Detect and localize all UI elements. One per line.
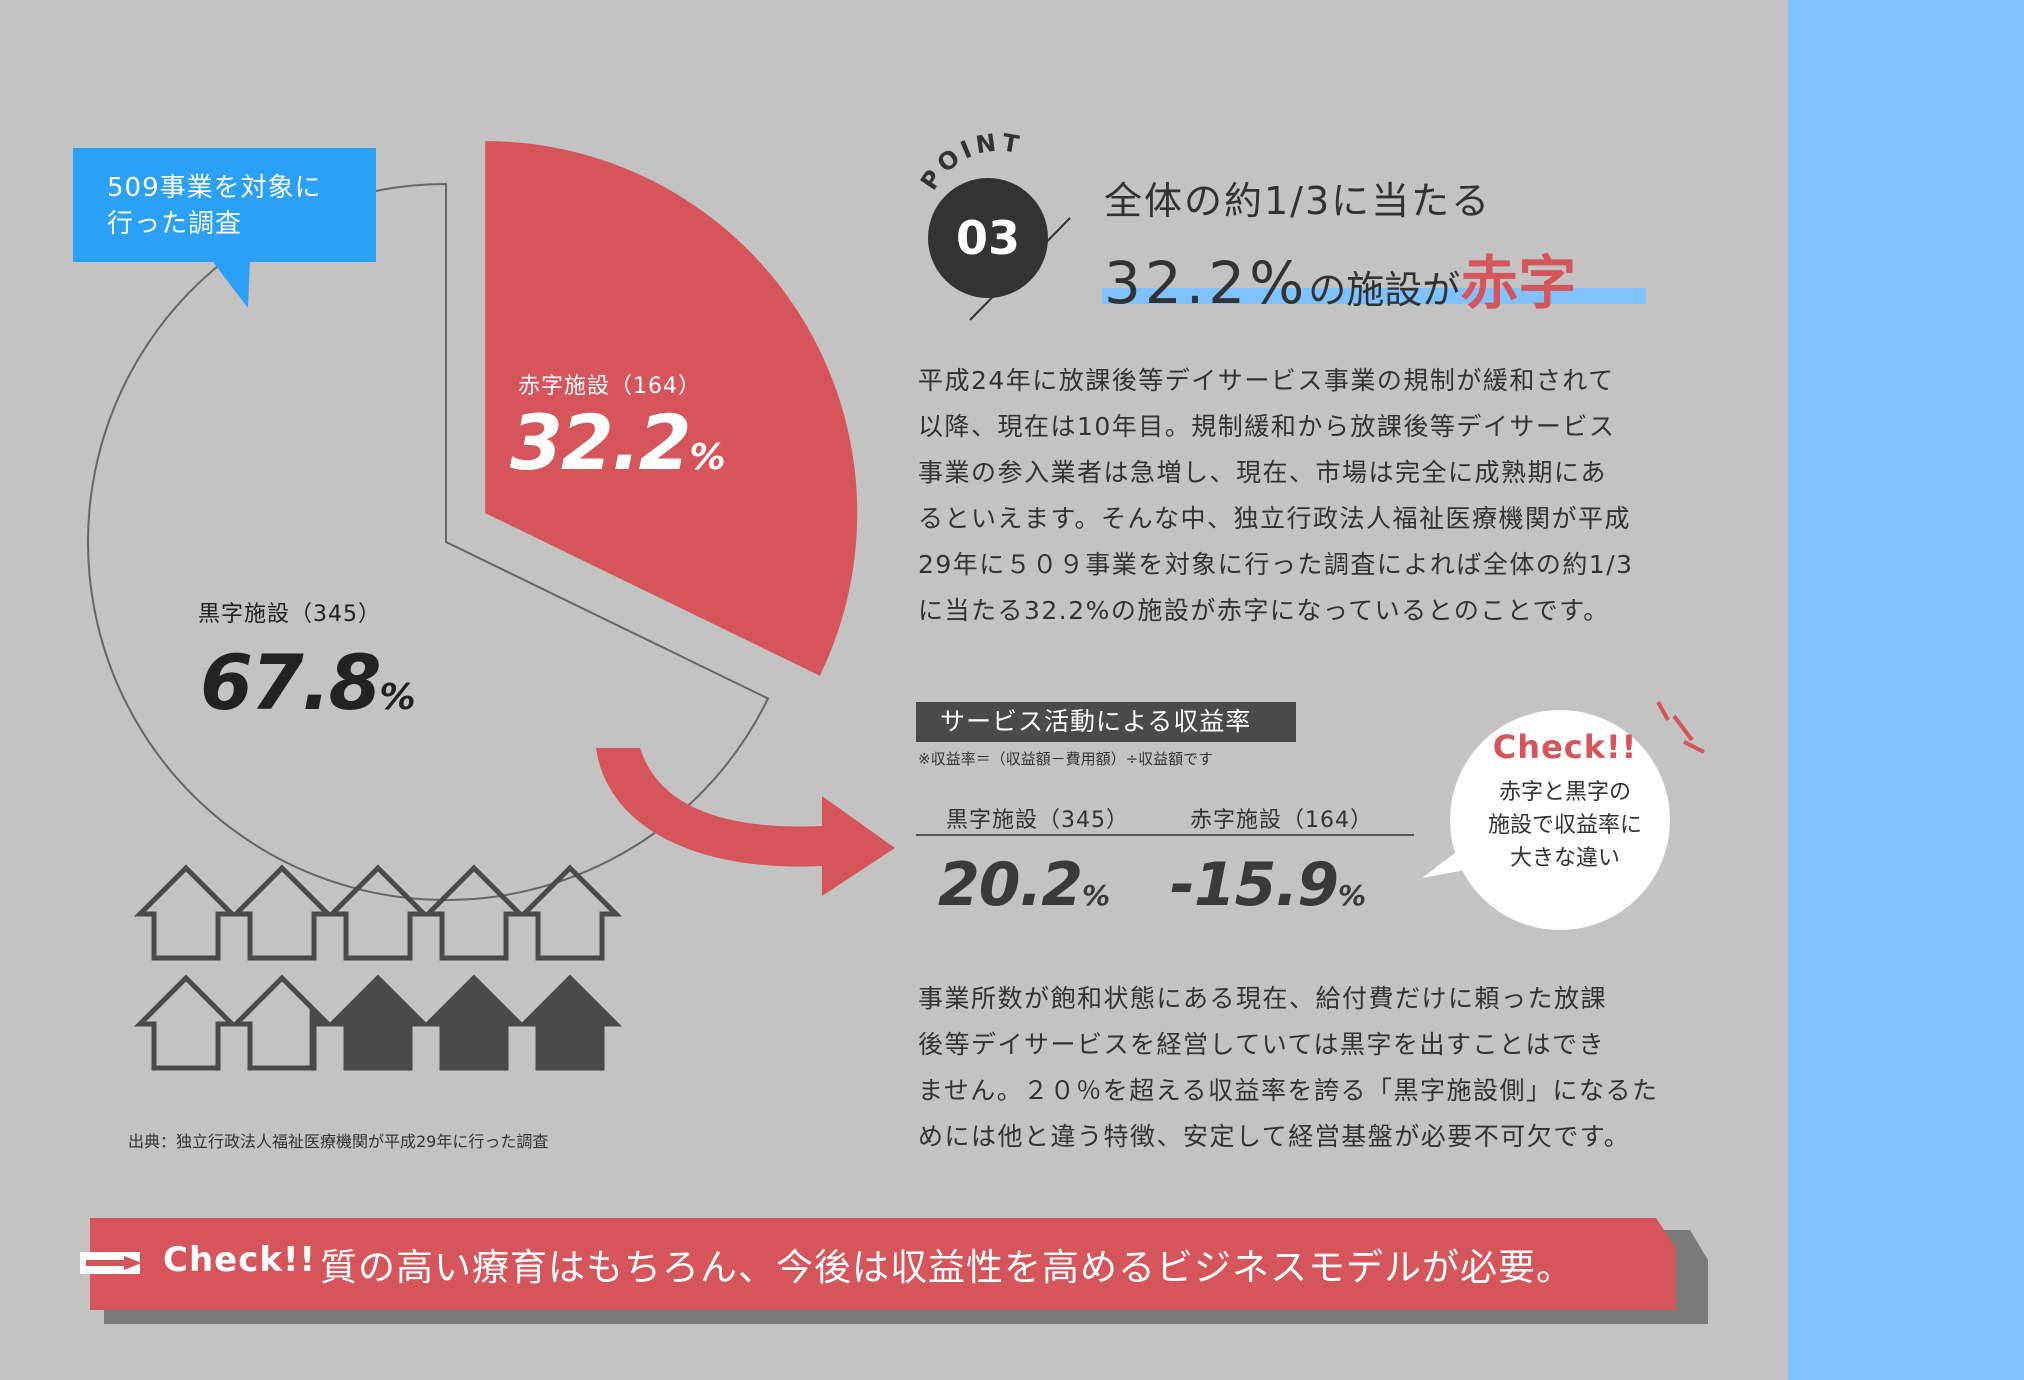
house-pictograph — [133, 864, 623, 1071]
check-line: 赤字と黒字の — [1498, 780, 1631, 805]
banner-check-label: Check!! — [163, 1240, 316, 1280]
para-line: るといえます。そんな中、独立行政法人福祉医療機関が平成 — [918, 504, 1632, 533]
point-subtitle: 32.2%の施設が赤字 — [1104, 236, 1576, 320]
callout-tail — [210, 258, 250, 308]
banner-message: 質の高い療育はもちろん、今後は収益性を高めるビジネスモデルが必要。 — [320, 1246, 1574, 1289]
house-icon — [421, 864, 527, 961]
house-icon — [133, 974, 239, 1071]
black-slice-number: 67.8 — [200, 638, 382, 727]
revenue-number: -15.9 — [1170, 850, 1339, 920]
para-line: 29年に５０９事業を対象に行った調査によれば全体の約1/3 — [918, 550, 1634, 579]
point-sub-text: が — [1422, 268, 1461, 312]
arrow-right-icon — [80, 1252, 142, 1274]
para-line: 後等デイサービスを経営していては黒字を出すことはでき — [918, 1030, 1606, 1059]
black-slice-unit: % — [379, 677, 416, 718]
para-line: に当たる32.2%の施設が赤字になっているとのことです。 — [918, 596, 1610, 625]
source-note: 出典：独立行政法人福祉医療機関が平成29年に行った調査 — [128, 1132, 549, 1151]
para-line: ません。２０％を超える収益率を誇る「黒字施設側」になるた — [918, 1076, 1659, 1105]
house-icon — [517, 974, 623, 1071]
revenue-unit: % — [1082, 879, 1111, 912]
point-sub-percent: 32.2% — [1104, 249, 1309, 317]
para-line: 平成24年に放課後等デイサービス事業の規制が緩和されて — [918, 366, 1615, 395]
revenue-title: サービス活動による収益率 — [916, 702, 1296, 742]
house-icon — [517, 864, 623, 961]
right-strip — [1788, 0, 2024, 1380]
survey-callout: 509事業を対象に 行った調査 — [73, 148, 376, 262]
point-badge: POINT 03 — [915, 130, 1071, 321]
red-slice-value: 32.2% — [510, 398, 726, 487]
house-icon — [229, 864, 335, 961]
paragraph-1: 平成24年に放課後等デイサービス事業の規制が緩和されて 以降、現在は10年目。規… — [918, 358, 1698, 634]
revenue-number: 20.2 — [938, 850, 1083, 920]
house-icon — [229, 974, 335, 1071]
revenue-value-black: 20.2% — [938, 850, 1110, 920]
callout-line: 509事業を対象に — [107, 173, 322, 203]
house-icon — [325, 864, 431, 961]
paragraph-2: 事業所数が飽和状態にある現在、給付費だけに頼った放課 後等デイサービスを経営して… — [918, 976, 1698, 1160]
black-slice-value: 67.8% — [200, 638, 416, 727]
para-line: 事業所数が飽和状態にある現在、給付費だけに頼った放課 — [918, 984, 1608, 1013]
check-bubble — [1422, 701, 1705, 930]
point-sub-red: 赤字 — [1460, 249, 1577, 317]
para-line: 事業の参入業者は急増し、現在、市場は完全に成熟期にあ — [918, 458, 1608, 487]
revenue-label-black: 黒字施設（345） — [946, 808, 1129, 833]
callout-line: 行った調査 — [107, 209, 243, 239]
check-bubble-text: Check!! 赤字と黒字の 施設で収益率に 大きな違い — [1455, 728, 1675, 875]
red-slice-unit: % — [689, 437, 726, 478]
para-line: めには他と違う特徴、安定して経営基盤が必要不可欠です。 — [918, 1122, 1631, 1151]
house-icon — [421, 974, 527, 1071]
point-title: 全体の約1/3に当たる — [1104, 179, 1492, 223]
revenue-label-red: 赤字施設（164） — [1190, 808, 1373, 833]
check-title: Check!! — [1492, 728, 1638, 766]
revenue-note: ※収益率＝（収益額－費用額）÷収益額です — [918, 750, 1214, 768]
check-banner — [80, 1218, 1708, 1324]
pie-chart — [87, 141, 895, 1071]
point-sub-text: の施設 — [1308, 268, 1423, 312]
red-slice-label: 赤字施設（164） — [518, 374, 701, 399]
check-line: 施設で収益率に — [1487, 813, 1642, 838]
check-line: 大きな違い — [1509, 846, 1620, 871]
red-slice-number: 32.2 — [510, 398, 692, 487]
revenue-unit: % — [1337, 879, 1367, 912]
pie-slice-red — [485, 141, 858, 676]
black-slice-label: 黒字施設（345） — [198, 602, 381, 627]
house-icon — [325, 974, 431, 1071]
revenue-value-red: -15.9% — [1170, 850, 1366, 920]
point-number: 03 — [956, 211, 1020, 265]
house-icon — [133, 864, 239, 961]
check-lines: 赤字と黒字の 施設で収益率に 大きな違い — [1455, 776, 1675, 875]
revenue-divider — [916, 834, 1414, 836]
red-arrow — [596, 748, 895, 896]
title-highlight — [1102, 288, 1646, 304]
para-line: 以降、現在は10年目。規制緩和から放課後等デイサービス — [918, 412, 1616, 441]
